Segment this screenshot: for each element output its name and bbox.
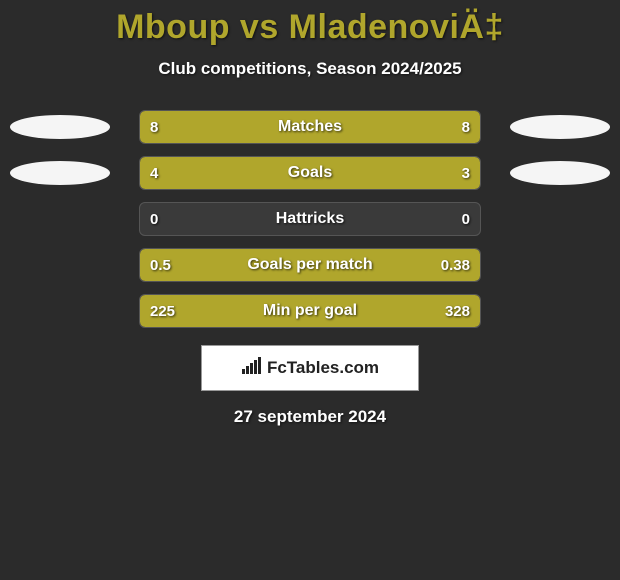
player-marker-left: [10, 115, 110, 139]
stat-row: 225328Min per goal: [0, 295, 620, 327]
player-marker-right: [510, 161, 610, 185]
stat-label: Hattricks: [140, 203, 480, 235]
brand-label: FcTables.com: [241, 357, 379, 380]
stat-rows: 88Matches43Goals00Hattricks0.50.38Goals …: [0, 111, 620, 327]
stat-row: 0.50.38Goals per match: [0, 249, 620, 281]
stat-bar-left: [140, 111, 310, 143]
stat-value-right: 0.38: [441, 249, 470, 281]
chart-bars-icon: [241, 357, 263, 380]
brand-text: FcTables.com: [267, 358, 379, 378]
stat-bar-right: [310, 111, 480, 143]
stat-bar-left: [140, 157, 334, 189]
stat-value-right: 328: [445, 295, 470, 327]
stat-value-left: 0.5: [150, 249, 171, 281]
player-marker-right: [510, 115, 610, 139]
stat-value-left: 8: [150, 111, 158, 143]
subtitle: Club competitions, Season 2024/2025: [0, 59, 620, 79]
stat-bar-track: 88Matches: [139, 110, 481, 144]
stat-bar-track: 0 0Hattricks: [139, 202, 481, 236]
player-marker-left: [10, 161, 110, 185]
stat-value-right: 0: [462, 203, 470, 235]
stat-value-left: 4: [150, 157, 158, 189]
stat-bar-track: 225328Min per goal: [139, 294, 481, 328]
stat-row: 0 0Hattricks: [0, 203, 620, 235]
stat-bar-track: 0.50.38Goals per match: [139, 248, 481, 282]
stat-row: 43Goals: [0, 157, 620, 189]
stat-value-left: 225: [150, 295, 175, 327]
page-title: Mboup vs MladenoviÄ‡: [0, 0, 620, 47]
stat-row: 88Matches: [0, 111, 620, 143]
date-label: 27 september 2024: [0, 407, 620, 427]
stat-bar-track: 43Goals: [139, 156, 481, 190]
stat-value-right: 8: [462, 111, 470, 143]
comparison-infographic: Mboup vs MladenoviÄ‡ Club competitions, …: [0, 0, 620, 580]
stat-bar-right: [334, 157, 480, 189]
brand-box[interactable]: FcTables.com: [201, 345, 419, 391]
stat-value-right: 3: [462, 157, 470, 189]
stat-value-left: 0: [150, 203, 158, 235]
